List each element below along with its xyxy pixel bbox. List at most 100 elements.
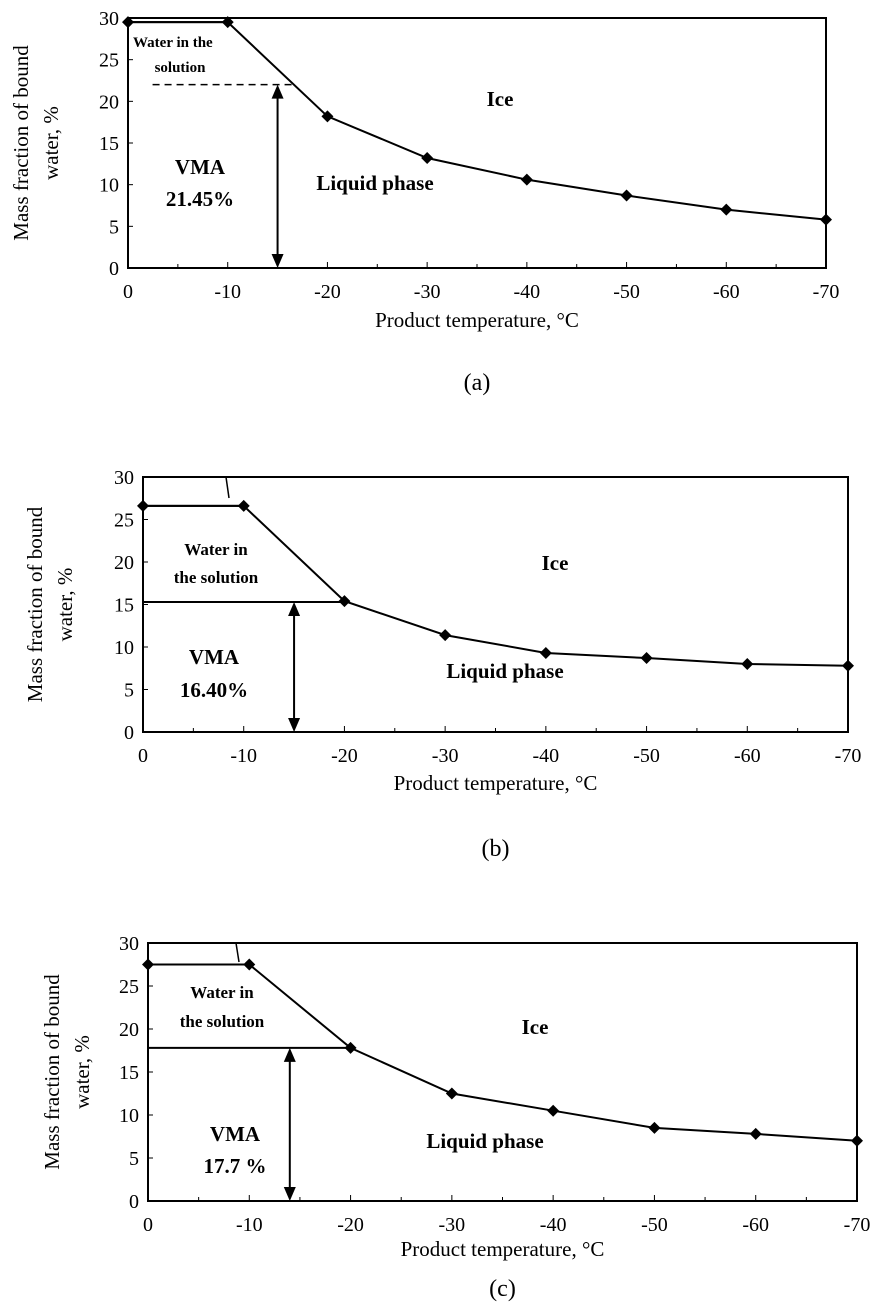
x-tick-label: -70 xyxy=(835,745,862,767)
x-tick-label: -50 xyxy=(641,1214,668,1236)
chart-panel-3: 0 5 10 15 20 25 30 0 -10 -20 -30 -40 -50 -60 -70 Produc… xyxy=(40,933,870,1302)
y-tick-label: 5 xyxy=(109,216,119,238)
series-line xyxy=(148,963,858,1142)
vma-arrow-head-down xyxy=(283,1187,296,1201)
liquid-phase-label: Liquid phase xyxy=(426,1129,543,1153)
x-tick-label: -20 xyxy=(337,1214,364,1236)
x-tick-label: -40 xyxy=(540,1214,567,1236)
y-tick-label: 0 xyxy=(129,1191,139,1213)
data-point xyxy=(237,499,250,512)
y-tick-label: 25 xyxy=(114,510,134,532)
data-point xyxy=(539,646,552,659)
chart-panel-1: 0 5 10 15 20 25 30 0 -10 -20 -30 -40 -50 -60 -70 Produc… xyxy=(9,8,839,396)
y-tick-label: 5 xyxy=(124,680,134,702)
data-point xyxy=(547,1104,560,1117)
vma-arrow-head-down xyxy=(271,254,284,268)
vma-value-label: 21.45% xyxy=(166,187,234,211)
water-label-line1: Water in the xyxy=(133,35,213,51)
x-axis-title: Product temperature, °C xyxy=(375,308,579,332)
panel-caption: (a) xyxy=(464,370,491,396)
x-tick-label: -10 xyxy=(236,1214,263,1236)
x-tick-label: -30 xyxy=(432,745,459,767)
data-point xyxy=(321,110,334,123)
data-point xyxy=(142,958,154,971)
x-tick-label: -30 xyxy=(439,1214,466,1236)
vma-label: VMA xyxy=(175,155,226,179)
y-axis-title-line2: water, % xyxy=(53,568,77,642)
liquid-phase-label: Liquid phase xyxy=(316,171,433,195)
x-tick-label: -40 xyxy=(533,745,560,767)
y-axis-title-line2: water, % xyxy=(39,106,63,180)
data-point xyxy=(820,213,832,226)
data-point xyxy=(137,499,149,512)
panel-caption: (b) xyxy=(482,836,510,862)
x-tick-label: -60 xyxy=(742,1214,769,1236)
leader-tick xyxy=(235,942,240,963)
water-label-line2: the solution xyxy=(180,1012,265,1031)
x-tick-label: 0 xyxy=(143,1214,153,1236)
x-tick-label: -60 xyxy=(713,281,740,303)
data-point xyxy=(842,659,854,672)
x-tick-label: -50 xyxy=(633,745,660,767)
data-point xyxy=(221,16,234,29)
ice-label: Ice xyxy=(542,551,569,575)
y-tick-label: 30 xyxy=(114,467,134,489)
y-axis-title-line1: Mass fraction of bound xyxy=(23,506,47,702)
x-tick-label: -40 xyxy=(514,281,541,303)
x-tick-label: -70 xyxy=(844,1214,871,1236)
x-axis-title: Product temperature, °C xyxy=(394,771,598,795)
vma-arrow-head-up xyxy=(283,1047,296,1062)
data-point xyxy=(648,1121,661,1134)
data-point xyxy=(741,658,754,670)
x-tick-label: -20 xyxy=(314,281,341,303)
x-tick-label: -70 xyxy=(813,281,840,303)
data-point xyxy=(640,652,653,665)
y-axis-title-line1: Mass fraction of bound xyxy=(9,45,33,241)
y-tick-label: 10 xyxy=(114,637,134,659)
data-point xyxy=(620,189,633,202)
water-label-line1: Water in xyxy=(190,983,254,1002)
series-line xyxy=(143,504,849,667)
x-tick-label: 0 xyxy=(123,281,133,303)
vma-arrow-head-up xyxy=(271,84,284,99)
x-tick-label: -20 xyxy=(331,745,358,767)
data-point xyxy=(122,16,134,29)
y-tick-label: 25 xyxy=(99,50,119,72)
liquid-phase-label: Liquid phase xyxy=(446,659,563,683)
chart-panel-2: 0 5 10 15 20 25 30 0 -10 -20 -30 -40 -50 -60 -70 Produc… xyxy=(23,467,861,862)
data-point xyxy=(421,152,434,164)
x-tick-label: -60 xyxy=(734,745,761,767)
x-tick-label: -10 xyxy=(214,281,241,303)
y-tick-label: 5 xyxy=(129,1148,139,1170)
data-point xyxy=(749,1127,762,1140)
x-tick-label: -50 xyxy=(613,281,640,303)
y-axis-title-line2: water, % xyxy=(70,1035,94,1109)
y-tick-label: 20 xyxy=(114,552,134,574)
leader-tick xyxy=(225,476,230,499)
vma-label: VMA xyxy=(210,1122,261,1146)
y-tick-label: 30 xyxy=(119,933,139,955)
plot-frame xyxy=(127,17,827,269)
y-tick-label: 25 xyxy=(119,976,139,998)
vma-label: VMA xyxy=(189,645,240,669)
vma-arrow-head-down xyxy=(288,718,301,732)
plot-frame xyxy=(142,476,849,733)
water-label-line1: Water in xyxy=(184,540,248,559)
y-tick-label: 15 xyxy=(119,1062,139,1084)
water-label-line2: solution xyxy=(155,60,207,76)
y-tick-label: 30 xyxy=(99,8,119,30)
data-point xyxy=(344,1041,357,1054)
y-tick-label: 20 xyxy=(99,91,119,113)
series-line xyxy=(128,21,827,221)
x-tick-label: -10 xyxy=(230,745,257,767)
y-tick-label: 10 xyxy=(119,1105,139,1127)
panel-caption: (c) xyxy=(489,1276,516,1302)
data-point xyxy=(720,203,733,216)
y-tick-label: 0 xyxy=(109,258,119,280)
water-label-line2: the solution xyxy=(174,568,259,587)
x-tick-label: 0 xyxy=(138,745,148,767)
vma-value-label: 16.40% xyxy=(180,678,248,702)
data-point xyxy=(439,629,452,642)
vma-arrow-head-up xyxy=(288,601,301,616)
